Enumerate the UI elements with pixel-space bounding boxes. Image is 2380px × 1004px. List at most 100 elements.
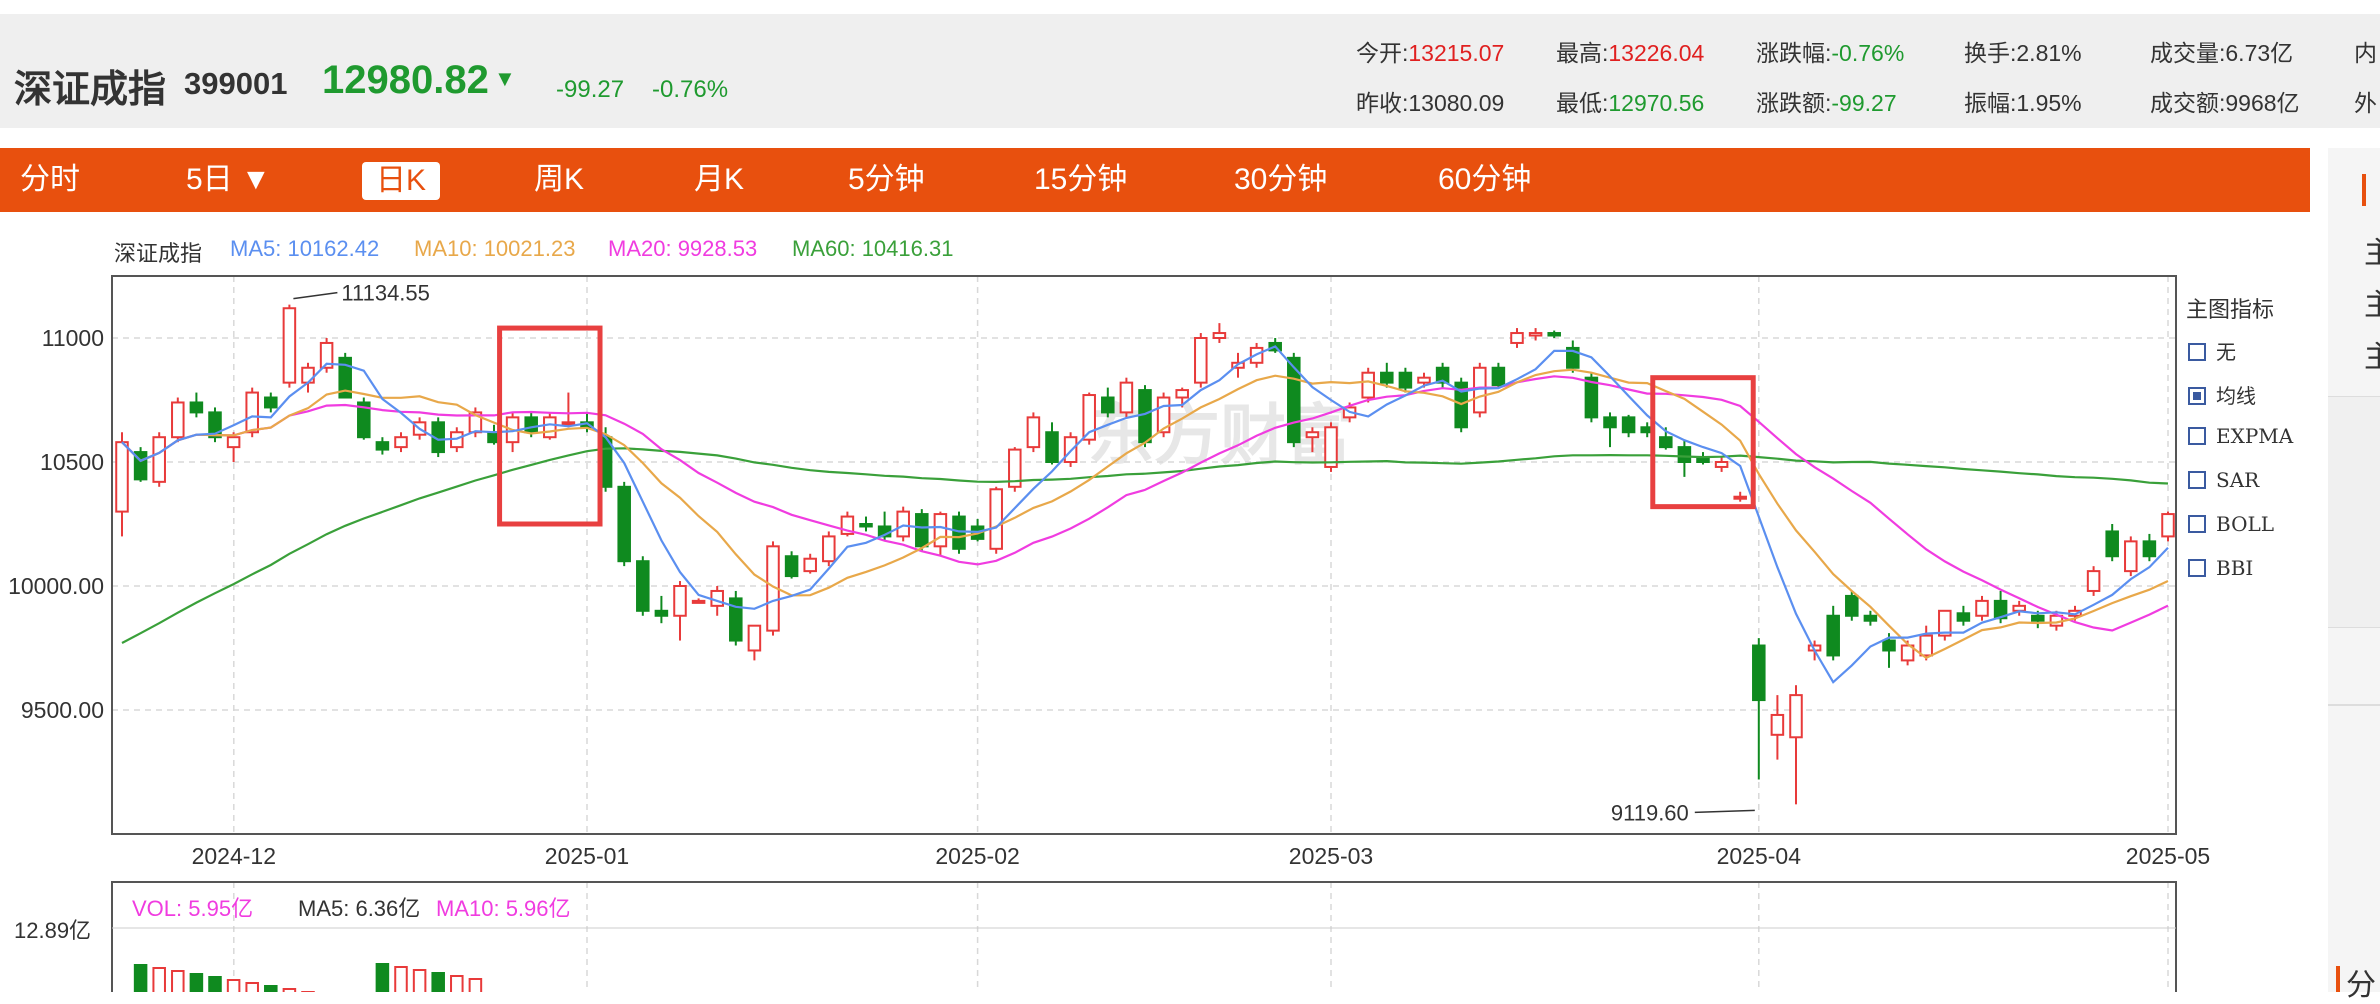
candle-body <box>319 341 334 369</box>
tab-1[interactable]: 5日 ▼ <box>186 163 271 196</box>
candle-body <box>1547 332 1561 337</box>
y-tick-label: 10000.00 <box>8 573 104 599</box>
stat-9: 振幅:1.95% <box>1964 84 2082 118</box>
candle-body <box>1882 639 1896 652</box>
candle-body <box>1119 381 1134 414</box>
legend-ma60: MA60: 10416.31 <box>792 236 954 261</box>
candle-body <box>1789 694 1803 739</box>
arrow-down-icon: ▼ <box>494 66 516 91</box>
candle-body <box>1194 337 1208 384</box>
candle-body <box>617 485 631 563</box>
candle-body <box>673 585 687 617</box>
volume-bar <box>450 975 464 992</box>
indicator-label: 均线 <box>2216 384 2256 408</box>
candle-body <box>1603 416 1617 429</box>
indicator-option-2[interactable]: EXPMA <box>2188 424 2293 448</box>
candle-body <box>1398 371 1413 389</box>
x-tick-label: 2025-02 <box>935 843 1019 869</box>
candle-body <box>2031 614 2045 622</box>
index-change-pct: -0.76% <box>652 76 729 103</box>
candle-body <box>1714 461 1729 468</box>
candle-body <box>784 555 799 578</box>
indicator-option-3[interactable]: SAR <box>2188 468 2259 492</box>
candle-body <box>1863 614 1878 622</box>
checkbox-icon[interactable] <box>2188 558 2206 577</box>
candle-body <box>1361 371 1375 399</box>
candle-body <box>524 416 538 434</box>
indicator-option-0[interactable]: 无 <box>2188 336 2236 365</box>
stat-label: 最高: <box>1556 40 1609 66</box>
panel-divider <box>2328 704 2380 706</box>
y-tick-label: 11000 <box>42 325 104 351</box>
stat-label: 振幅: <box>1964 90 2017 116</box>
stat-0: 今开:13215.07 <box>1356 34 1504 68</box>
index-change: -99.27 <box>556 76 625 103</box>
candle-body <box>691 599 706 604</box>
tab-0[interactable]: 分时 <box>20 163 80 196</box>
candle-body <box>1659 436 1673 449</box>
indicator-label: 无 <box>2216 340 2236 364</box>
stat-6: 昨收:13080.09 <box>1356 84 1504 118</box>
stat-label: 最低: <box>1556 90 1609 116</box>
annotation-high: 11134.55 <box>341 281 430 306</box>
checkbox-icon[interactable] <box>2188 470 2206 489</box>
candle-body <box>2124 540 2138 573</box>
tab-4[interactable]: 月K <box>694 163 745 196</box>
period-tabs: 分时 5日 ▼ 日K 周K 月K 5分钟 15分钟 30分钟 60分钟 <box>0 148 2310 212</box>
stat-4: 成交量:6.73亿 <box>2150 34 2293 68</box>
candle-body <box>1380 371 1394 384</box>
stat-8: 涨跌额:-99.27 <box>1756 84 1897 118</box>
candle-body <box>1175 389 1189 399</box>
checkbox-icon[interactable] <box>2188 514 2206 533</box>
index-price: 12980.82 <box>322 58 489 102</box>
candle-body <box>1956 612 1971 622</box>
volume-frame <box>111 881 2177 992</box>
candle-body <box>1491 366 1506 387</box>
candle-body <box>189 401 204 414</box>
candle-body <box>1845 594 1859 617</box>
tab-7[interactable]: 30分钟 <box>1234 163 1328 196</box>
tab-5[interactable]: 5分钟 <box>848 163 925 196</box>
stat-label: 换手: <box>1964 40 2017 66</box>
volume-bar <box>171 970 185 992</box>
candle-body <box>357 401 371 439</box>
volume-bar <box>245 982 259 992</box>
candle-body <box>264 396 278 409</box>
candle-body <box>859 523 873 528</box>
indicator-label: BBI <box>2216 556 2254 580</box>
indicator-option-4[interactable]: BOLL <box>2188 512 2274 536</box>
x-tick-label: 2025-01 <box>545 843 629 869</box>
annotation-arrow <box>293 291 338 300</box>
checkbox-icon[interactable] <box>2188 426 2206 445</box>
candle-body <box>1212 332 1227 340</box>
candle-body <box>710 589 724 607</box>
highlight-box-1 <box>1650 375 1756 510</box>
volume-bar <box>264 985 278 992</box>
tab-6[interactable]: 15分钟 <box>1034 163 1128 196</box>
volume-bar <box>152 967 166 992</box>
stat-value: 13215.07 <box>1408 40 1505 66</box>
indicator-option-5[interactable]: BBI <box>2188 556 2253 580</box>
candle-body <box>636 560 650 612</box>
candle-body <box>729 597 743 642</box>
indicator-option-1[interactable]: 均线 <box>2188 380 2256 409</box>
tab-2[interactable]: 日K <box>362 162 441 200</box>
candle-body <box>394 436 408 449</box>
candle-body <box>338 356 352 399</box>
tab-3[interactable]: 周K <box>534 163 585 196</box>
stat-value: -99.27 <box>1831 90 1897 116</box>
tab-8[interactable]: 60分钟 <box>1438 163 1532 196</box>
candle-body <box>1900 644 1915 662</box>
stat-label: 内 <box>2354 40 2377 66</box>
stat-7: 最低:12970.56 <box>1556 84 1704 118</box>
volume-ytick: 12.89亿 <box>14 918 91 943</box>
panel-text-3: 主 <box>2364 341 2380 374</box>
indicator-label: BOLL <box>2216 512 2275 536</box>
candle-body <box>803 557 817 573</box>
checkbox-icon[interactable] <box>2188 342 2206 361</box>
checkbox-checked-icon[interactable] <box>2188 386 2206 405</box>
stat-value: 1.95% <box>2016 90 2082 116</box>
x-tick-label: 2025-03 <box>1289 843 1373 869</box>
candle-body <box>1045 431 1059 463</box>
